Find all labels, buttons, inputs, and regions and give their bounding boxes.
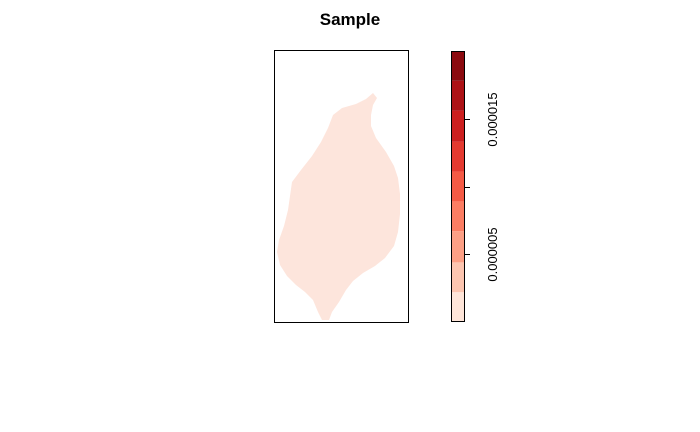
colorbar-segment <box>451 141 464 172</box>
colorbar-segment <box>451 51 464 81</box>
chart-title: Sample <box>319 10 381 29</box>
colorbar-segment <box>451 231 464 263</box>
colorbar-segment <box>451 201 464 232</box>
map-panel-frame <box>274 50 409 323</box>
colorbar-tick-label: 0.000005 <box>485 227 500 281</box>
colorbar <box>451 51 465 322</box>
colorbar-segment <box>451 292 464 322</box>
colorbar-frame <box>451 51 465 322</box>
map-region <box>277 93 400 320</box>
colorbar-segment <box>451 262 464 293</box>
colorbar-segment <box>451 171 464 202</box>
colorbar-segment <box>451 110 464 142</box>
colorbar-ticks: 0.000005 0.000015 <box>464 92 500 282</box>
colorbar-tick-label: 0.000015 <box>485 92 500 146</box>
colorbar-segment <box>451 80 464 111</box>
